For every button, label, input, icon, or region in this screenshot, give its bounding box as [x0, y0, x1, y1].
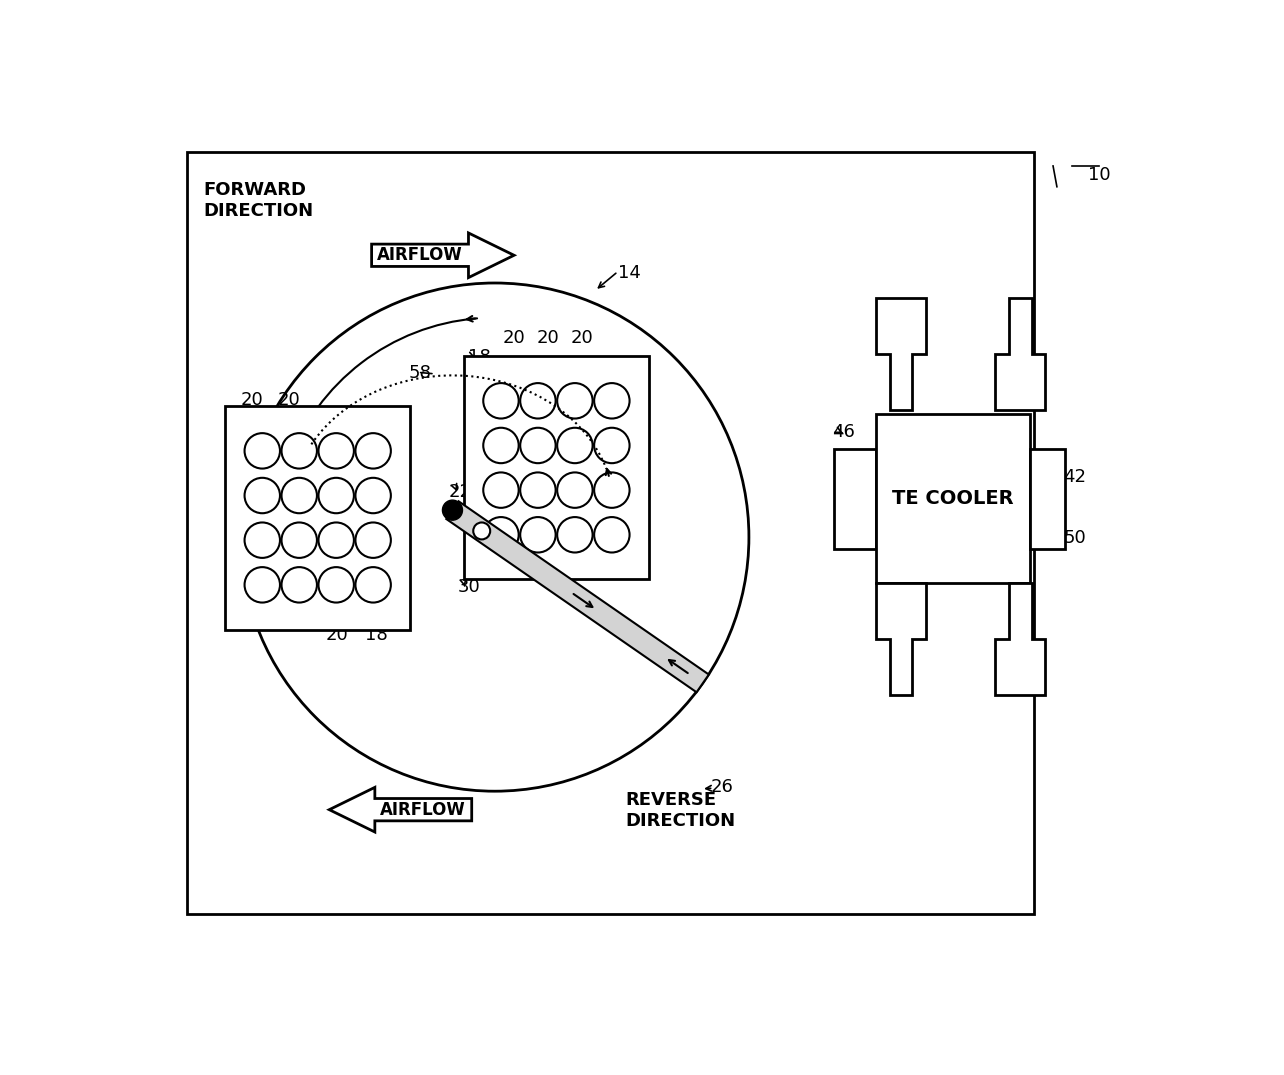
Circle shape: [483, 428, 519, 463]
Circle shape: [240, 283, 749, 791]
Text: REVERSE
DIRECTION: REVERSE DIRECTION: [625, 791, 736, 830]
Circle shape: [594, 383, 629, 418]
Bar: [186, 152, 1034, 915]
Text: 26: 26: [710, 778, 733, 797]
Circle shape: [244, 522, 280, 558]
Circle shape: [520, 517, 556, 553]
Circle shape: [356, 522, 390, 558]
Bar: [225, 406, 410, 630]
Text: 14: 14: [618, 263, 641, 282]
Text: 58: 58: [408, 363, 431, 382]
Polygon shape: [329, 787, 471, 832]
Circle shape: [281, 522, 317, 558]
Bar: [876, 414, 1030, 584]
Circle shape: [520, 472, 556, 507]
Polygon shape: [876, 299, 926, 410]
Circle shape: [244, 568, 280, 603]
Circle shape: [318, 433, 354, 469]
Bar: [1030, 448, 1064, 548]
Circle shape: [281, 433, 317, 469]
Circle shape: [520, 383, 556, 418]
Circle shape: [474, 522, 490, 540]
Circle shape: [318, 568, 354, 603]
Circle shape: [443, 500, 462, 520]
Circle shape: [244, 477, 280, 513]
Polygon shape: [995, 584, 1045, 694]
Circle shape: [356, 568, 390, 603]
Polygon shape: [447, 501, 709, 692]
Circle shape: [557, 472, 593, 507]
Text: 22: 22: [448, 483, 471, 501]
Circle shape: [244, 433, 280, 469]
Text: 42: 42: [1063, 468, 1086, 486]
Text: 20: 20: [277, 391, 300, 408]
Polygon shape: [995, 299, 1045, 410]
Text: 46: 46: [832, 424, 855, 441]
Circle shape: [557, 517, 593, 553]
Circle shape: [356, 433, 390, 469]
Text: 20: 20: [502, 329, 525, 347]
Circle shape: [594, 428, 629, 463]
Text: 30: 30: [458, 578, 480, 596]
Text: 18: 18: [467, 348, 490, 367]
Polygon shape: [371, 233, 514, 277]
Circle shape: [483, 517, 519, 553]
Circle shape: [318, 477, 354, 513]
Circle shape: [281, 477, 317, 513]
Text: AIRFLOW: AIRFLOW: [377, 246, 464, 264]
Polygon shape: [876, 584, 926, 694]
Text: AIRFLOW: AIRFLOW: [380, 801, 466, 819]
Circle shape: [356, 477, 390, 513]
Circle shape: [520, 428, 556, 463]
Circle shape: [594, 517, 629, 553]
Circle shape: [318, 522, 354, 558]
Text: 18: 18: [366, 626, 388, 644]
Text: 20: 20: [570, 329, 593, 347]
Circle shape: [557, 383, 593, 418]
Text: 20: 20: [325, 626, 348, 644]
Text: 20: 20: [537, 329, 559, 347]
Bar: [833, 448, 876, 548]
Circle shape: [483, 383, 519, 418]
Text: 50: 50: [1063, 529, 1086, 547]
Bar: [464, 356, 648, 579]
Text: 10: 10: [1088, 166, 1111, 184]
Text: FORWARD
DIRECTION: FORWARD DIRECTION: [204, 182, 313, 220]
Text: TE COOLER: TE COOLER: [892, 489, 1014, 508]
Circle shape: [281, 568, 317, 603]
Text: 20: 20: [240, 391, 263, 408]
Circle shape: [557, 428, 593, 463]
Circle shape: [483, 472, 519, 507]
Circle shape: [594, 472, 629, 507]
